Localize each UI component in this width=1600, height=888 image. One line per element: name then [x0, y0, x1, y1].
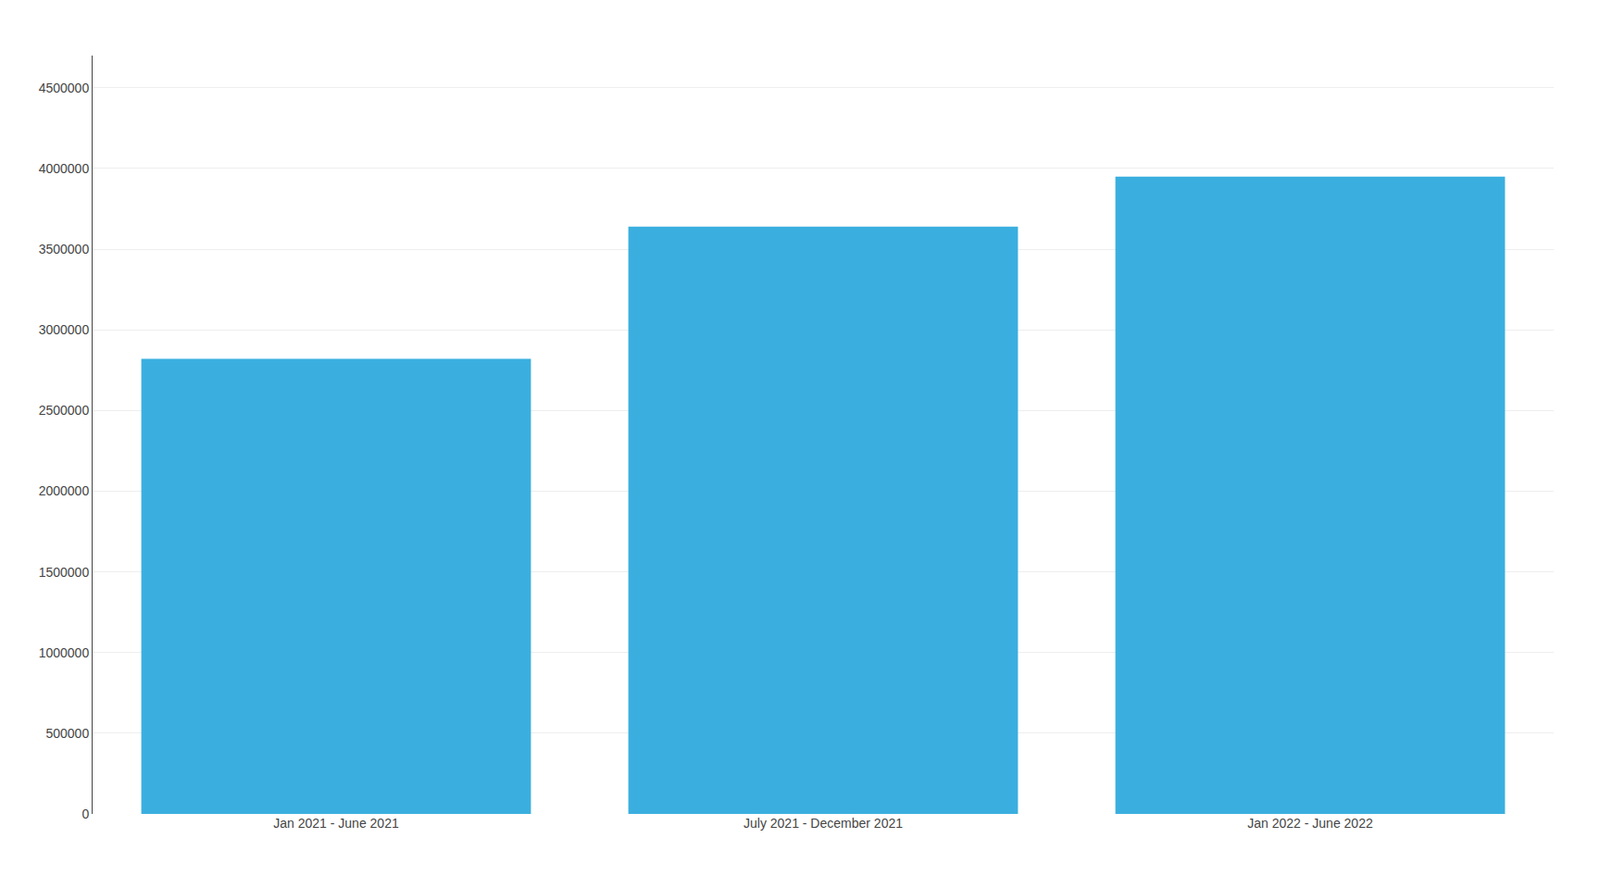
svg-text:July 2021 - December 2021: July 2021 - December 2021 [743, 815, 903, 831]
svg-text:4000000: 4000000 [38, 161, 90, 176]
svg-text:Jan 2022 - June 2022: Jan 2022 - June 2022 [1247, 815, 1374, 831]
svg-text:0: 0 [81, 806, 89, 822]
svg-text:4500000: 4500000 [38, 80, 90, 96]
svg-text:2000000: 2000000 [38, 483, 90, 499]
svg-text:500000: 500000 [45, 725, 89, 741]
svg-text:Jan 2021 - June 2021: Jan 2021 - June 2021 [273, 815, 400, 831]
svg-text:3000000: 3000000 [38, 322, 90, 338]
svg-text:1500000: 1500000 [38, 564, 90, 580]
svg-text:3500000: 3500000 [38, 241, 90, 257]
svg-text:1000000: 1000000 [38, 645, 90, 661]
svg-text:2500000: 2500000 [38, 402, 90, 418]
